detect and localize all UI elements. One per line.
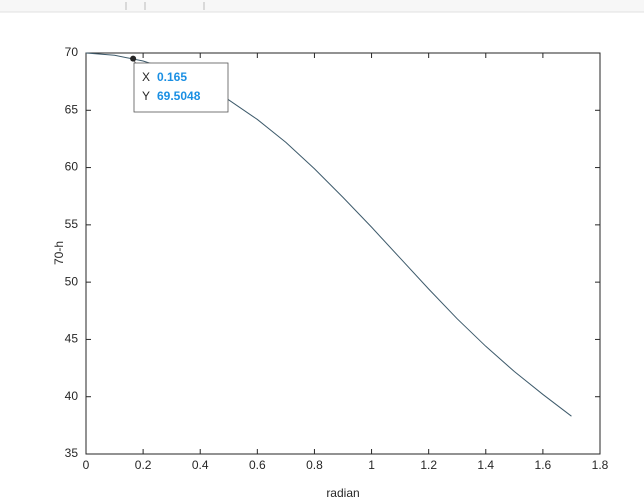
x-tick-label: 0.2 [135, 458, 152, 472]
x-tick-label: 0 [83, 458, 90, 472]
x-axis-label: radian [326, 486, 359, 500]
chart: radian 70-h 0 0.2 0.4 0.6 0.8 1 1.2 1.4 1.6 1.8 35… [0, 0, 644, 504]
x-tick-label: 0.4 [192, 458, 209, 472]
plot-area [86, 53, 600, 454]
x-tick-label: 1.6 [535, 458, 552, 472]
y-tick-label: 45 [65, 332, 79, 346]
datatip-marker [130, 56, 136, 62]
x-tick-label: 0.6 [249, 458, 266, 472]
x-tick-label: 0.8 [306, 458, 323, 472]
y-tick-label: 65 [65, 102, 79, 116]
datatip-x-value: 0.165 [157, 70, 187, 84]
x-tick-label: 1.8 [592, 458, 609, 472]
datatip-y-label: Y [142, 89, 150, 103]
y-tick-label: 50 [65, 274, 79, 288]
y-tick-label: 70 [65, 45, 79, 59]
y-tick-label: 40 [65, 389, 79, 403]
x-tick-label: 1.4 [477, 458, 494, 472]
datatip-y-value: 69.5048 [157, 89, 201, 103]
y-axis-label: 70-h [52, 241, 66, 265]
y-tick-label: 55 [65, 217, 79, 231]
toolbar [0, 0, 644, 12]
y-tick-label: 35 [65, 446, 79, 460]
datatip-x-label: X [142, 70, 150, 84]
x-tick-label: 1 [368, 458, 375, 472]
y-tick-label: 60 [65, 160, 79, 174]
x-tick-label: 1.2 [420, 458, 437, 472]
